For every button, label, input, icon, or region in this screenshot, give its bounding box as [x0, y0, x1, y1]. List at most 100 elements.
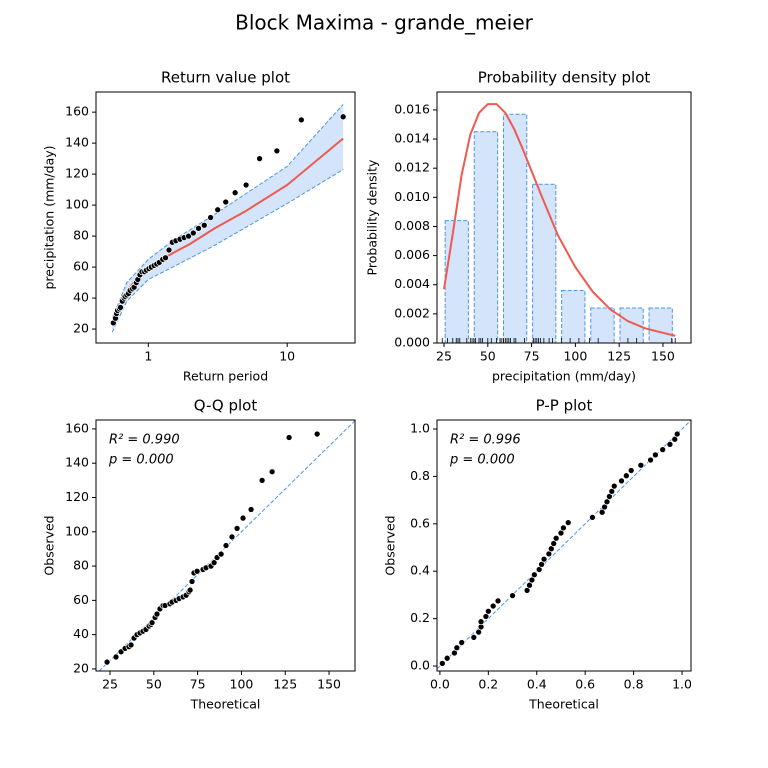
y-tick-label: 140: [65, 135, 89, 150]
x-tick-label: 125: [273, 677, 297, 692]
x-tick-label: 0.4: [527, 677, 547, 692]
point: [200, 221, 208, 229]
x-axis-label: Return period: [183, 369, 268, 384]
point: [207, 214, 214, 221]
point: [222, 542, 230, 549]
confidence-band: [112, 104, 344, 333]
y-tick-label: 120: [65, 166, 89, 181]
y-tick-label: 0.6: [410, 515, 430, 530]
point: [610, 482, 618, 490]
x-axis-label: Theoretical: [190, 697, 261, 712]
figure-title: Block Maxima - grande_meier: [235, 11, 534, 35]
y-tick-label: 0.4: [410, 563, 430, 578]
point: [258, 476, 266, 484]
point: [627, 467, 635, 474]
y-tick-label: 120: [65, 489, 89, 504]
point: [222, 198, 230, 206]
point: [185, 232, 192, 240]
point: [127, 641, 135, 649]
y-tick-label: 20: [73, 660, 89, 675]
point: [552, 534, 560, 542]
point: [652, 451, 659, 459]
y-tick-label: 0.008: [394, 218, 430, 233]
point: [103, 658, 111, 666]
point: [186, 586, 194, 594]
annotation: R² = 0.990: [109, 433, 180, 448]
annotation: p = 0.000: [449, 453, 515, 468]
y-tick-label: 0.8: [410, 468, 430, 483]
point: [117, 304, 124, 311]
y-tick-label: 0.0: [410, 658, 430, 673]
x-tick-label: 75: [524, 349, 540, 364]
y-axis-label: precipitation (mm/day): [42, 145, 57, 289]
point: [339, 113, 347, 121]
x-axis-label: precipitation (mm/day): [492, 369, 636, 384]
y-tick-label: 140: [65, 455, 89, 470]
panel: 25 50 75 100 125 150 0.000 0.002 0.004 0.006 0.008…: [365, 69, 692, 384]
annotation: p = 0.000: [108, 453, 174, 468]
axes-frame: [95, 91, 356, 344]
point: [647, 456, 654, 464]
axes-title: Q-Q plot: [194, 397, 258, 415]
x-tick-label: 0.8: [624, 677, 644, 692]
point: [162, 254, 169, 262]
y-tick-label: 80: [73, 558, 89, 573]
y-tick-label: 0.010: [394, 189, 430, 204]
y-tick-label: 0.014: [394, 131, 430, 146]
axes-frame: [436, 419, 692, 672]
x-tick-label: 0.0: [430, 677, 450, 692]
bar: [502, 113, 528, 344]
panel: 1 10 20 40 60 80 100 120 140 160 Return value plot…: [42, 69, 356, 384]
point: [637, 461, 645, 469]
point: [489, 602, 497, 610]
bar: [473, 131, 499, 344]
point: [112, 653, 120, 661]
y-tick-label: 60: [73, 592, 89, 607]
point: [470, 633, 478, 641]
confidence-lower: [111, 169, 344, 333]
point: [673, 430, 681, 438]
point: [560, 524, 567, 532]
point: [210, 559, 218, 566]
y-tick-label: 0.2: [410, 610, 430, 625]
point: [165, 246, 173, 254]
point: [256, 155, 263, 162]
x-tick-label: 0.2: [478, 677, 498, 692]
axes-title: Return value plot: [161, 69, 290, 87]
point: [239, 514, 247, 522]
annotation: R² = 0.996: [450, 433, 521, 448]
y-tick-label: 0.012: [394, 160, 430, 175]
point: [297, 116, 305, 124]
bar: [532, 183, 557, 344]
y-axis-label: Observed: [383, 515, 398, 575]
y-tick-label: 1.0: [410, 421, 430, 436]
x-tick-label: 0.6: [575, 677, 595, 692]
y-axis-label: Probability density: [365, 159, 380, 275]
point: [540, 555, 548, 563]
point: [509, 592, 516, 599]
point: [231, 189, 239, 197]
point: [666, 441, 674, 448]
point: [530, 571, 538, 579]
axes-title: Probability density plot: [478, 69, 651, 87]
y-tick-label: 0.004: [394, 276, 430, 291]
bar: [648, 307, 673, 344]
point: [443, 654, 451, 662]
x-tick-label: 25: [436, 349, 452, 364]
point: [195, 224, 202, 232]
x-tick-label: 75: [190, 677, 206, 692]
x-tick-label: 100: [230, 677, 254, 692]
point: [285, 434, 293, 441]
x-tick-label: 50: [480, 349, 496, 364]
x-tick-label: 1.0: [672, 677, 692, 692]
point: [589, 514, 596, 521]
x-tick-label: 150: [317, 677, 341, 692]
point: [438, 660, 446, 667]
point: [453, 644, 461, 652]
y-tick-label: 100: [65, 197, 89, 212]
density-curve: [443, 103, 676, 337]
y-tick-label: 40: [73, 290, 89, 305]
point: [233, 525, 241, 532]
y-tick-label: 100: [65, 523, 89, 538]
